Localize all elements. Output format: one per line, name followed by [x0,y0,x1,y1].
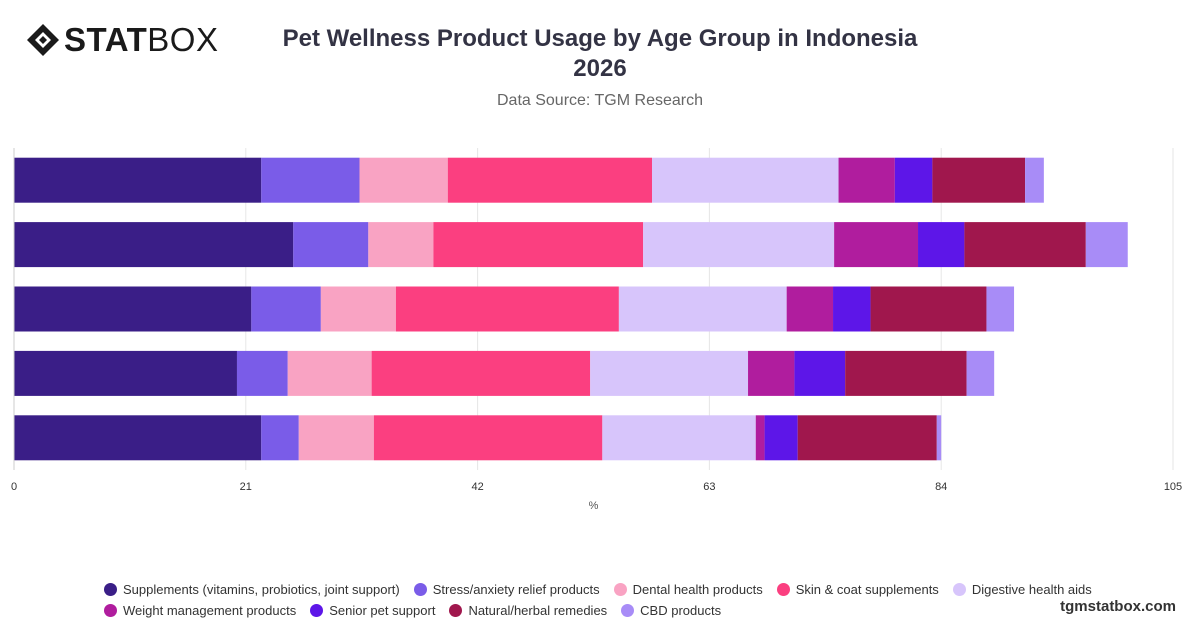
bar-segment [371,350,591,396]
legend-label: Natural/herbal remedies [468,603,608,618]
legend-item[interactable]: CBD products [621,603,721,618]
bar-segment [14,415,262,461]
legend-item[interactable]: Skin & coat supplements [776,582,939,597]
chart-title: Pet Wellness Product Usage by Age Group … [200,24,1000,84]
site-url[interactable]: tgmstatbox.com [1060,598,1176,615]
bar-segment [894,157,933,203]
stacked-bar-chart: 0 21 42 63 84 105% [11,148,1182,512]
chart-title-line-2: 2026 [573,55,627,82]
bar-segment [764,415,798,461]
legend-swatch [952,583,966,596]
legend-label: Weight management products [123,603,297,618]
legend-label: Skin & coat supplements [795,582,939,597]
legend-item[interactable]: Natural/herbal remedies [449,603,607,618]
logo-text: STATBOX [64,22,218,58]
chart-subtitle: Data Source: TGM Research [496,92,703,109]
bar-segment [786,286,834,332]
bar-segment [14,286,252,332]
legend-label: Digestive health aids [971,582,1092,597]
bar-segment [602,415,756,461]
legend-swatch [413,583,427,596]
bar-segment [287,350,372,396]
bar-segment [833,286,871,332]
bar-segment [755,415,765,461]
bar-segment [395,286,619,332]
legend-swatch [776,583,790,596]
chart-title-line-1: Pet Wellness Product Usage by Age Group … [282,25,918,52]
bar-segment [447,157,653,203]
x-tick-label: 21 [240,481,252,493]
bar-segment [748,350,795,396]
bar-segment [14,222,294,268]
legend-item[interactable]: Digestive health aids [952,582,1092,597]
x-tick-label: 63 [703,481,715,493]
legend-label: CBD products [640,603,722,618]
legend-label: Supplements (vitamins, probiotics, joint… [123,582,400,597]
x-tick-label: 105 [1164,481,1182,493]
legend-item[interactable]: Weight management products [104,603,296,618]
legend-row-2: Weight management products Senior pet sup… [104,603,735,618]
legend-row-1: Supplements (vitamins, probiotics, joint… [104,582,1106,597]
bar-segment [618,286,787,332]
bar-segment [298,415,374,461]
bar-segment [368,222,434,268]
bar-segments [14,157,1128,461]
bar-segment [359,157,448,203]
bar-segment [373,415,603,461]
x-tick-label: 84 [935,481,947,493]
bar-segment [1085,222,1128,268]
bar-segment [794,350,846,396]
bar-segment [1025,157,1044,203]
bar-segment [14,350,237,396]
legend-swatch [310,604,324,617]
bar-segment [293,222,369,268]
bar-segment [433,222,644,268]
logo-text-light: BOX [147,21,219,58]
bar-segment [918,222,965,268]
legend-label: Senior pet support [329,603,436,618]
bar-segment [643,222,835,268]
bar-segment [966,350,995,396]
x-axis: 0 21 42 63 84 105% [11,148,1182,512]
legend-swatch [104,583,117,596]
bar-segment [14,157,262,203]
legend-swatch [104,604,117,617]
bar-segment [964,222,1086,268]
legend-swatch [613,583,627,596]
legend-swatch [621,604,635,617]
legend-label: Stress/anxiety relief products [432,582,600,597]
legend-item[interactable]: Senior pet support [310,603,435,618]
bar-segment [320,286,396,332]
bar-segment [986,286,1015,332]
logo-text-bold: STAT [64,21,148,58]
legend-item[interactable]: Stress/anxiety relief products [413,582,600,597]
bar-segment [834,222,919,268]
x-tick-label: 42 [471,481,483,493]
bar-segment [845,350,967,396]
x-axis-title: % [589,500,599,512]
legend-item[interactable]: Dental health products [613,582,763,597]
bar-segment [652,157,839,203]
x-tick-label: 0 [11,481,17,493]
bar-segment [870,286,987,332]
bar-segment [932,157,1026,203]
legend-swatch [449,604,463,617]
bar-segment [261,157,360,203]
bar-segment [590,350,749,396]
bar-segment [236,350,288,396]
legend-label: Dental health products [632,582,763,597]
legend-item[interactable]: Supplements (vitamins, probiotics, joint… [104,582,400,597]
statbox-logo[interactable]: STATBOX [26,22,218,58]
bar-segment [936,415,942,461]
bar-segment [251,286,321,332]
bar-segment [261,415,299,461]
bar-segment [838,157,895,203]
statbox-diamond-icon [27,24,59,56]
bar-segment [797,415,937,461]
